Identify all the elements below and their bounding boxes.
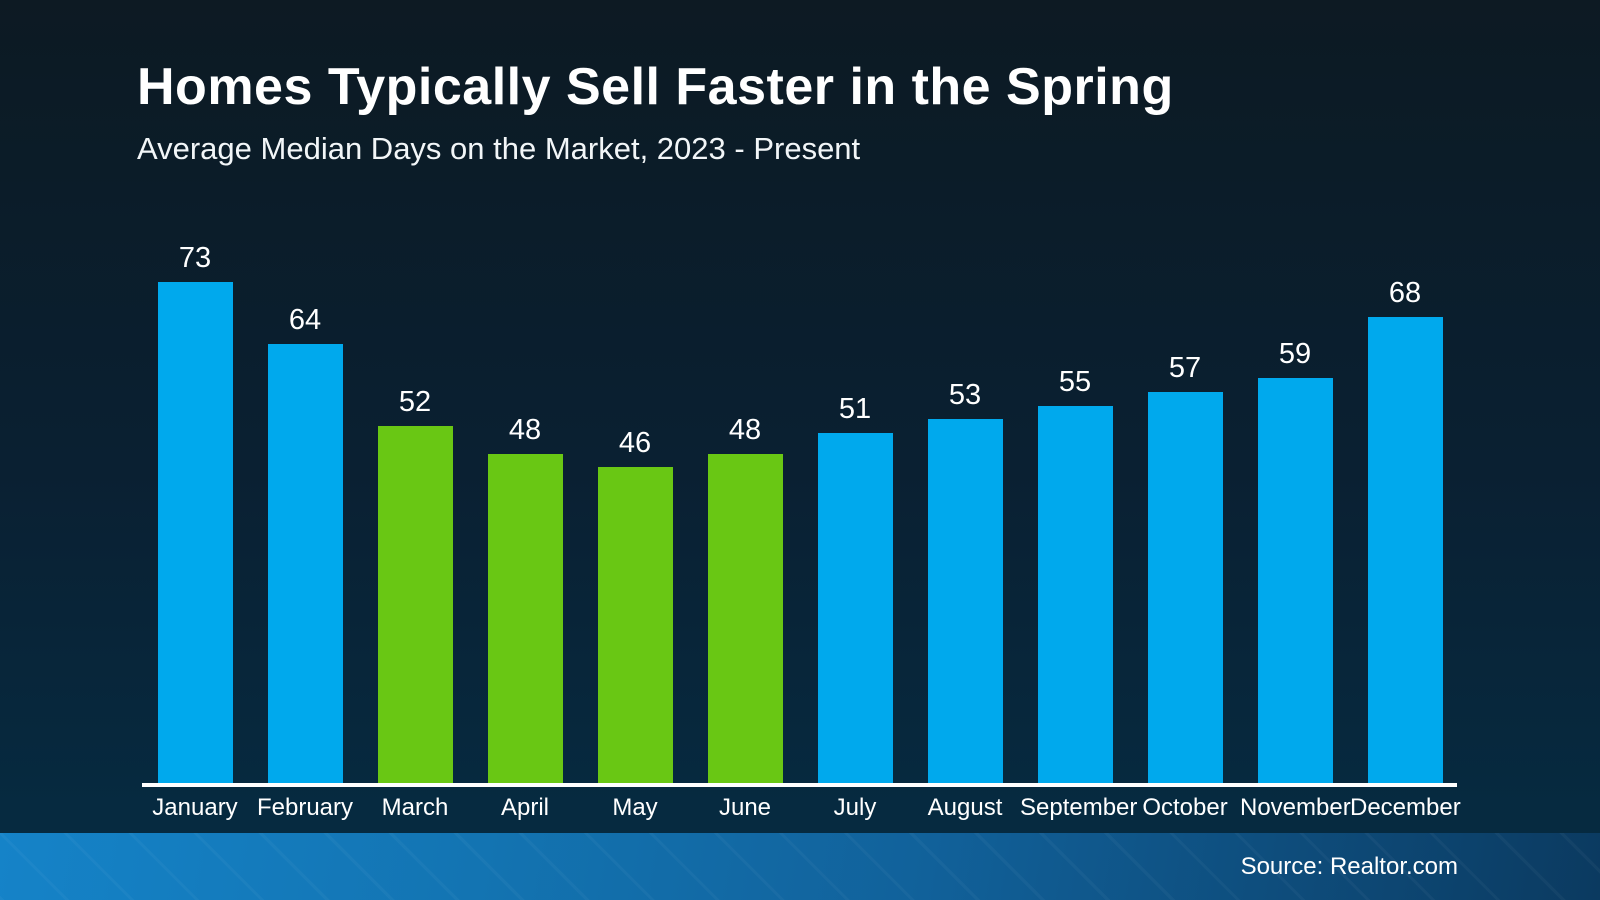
bar-value-label-august: 53 (948, 379, 982, 411)
bar-value-label-july: 51 (838, 393, 872, 425)
bar-chart-plot-area: 73 64 52 48 46 48 51 53 55 57 59 68 (140, 242, 1460, 783)
x-label-september: September (1020, 794, 1138, 821)
bar-column-april: 48 (470, 242, 580, 783)
x-label-november: November (1240, 794, 1351, 821)
bar-value-label-september: 55 (1058, 366, 1092, 398)
bar-value-label-november: 59 (1278, 338, 1312, 370)
bar-april (487, 454, 563, 783)
x-label-january: January (152, 794, 238, 821)
x-axis-labels-row: January February March April May June July Augu… (140, 794, 1460, 822)
bar-march (377, 426, 453, 783)
bar-august (927, 419, 1003, 783)
chart-title: Homes Typically Sell Faster in the Sprin… (137, 58, 1174, 116)
bar-column-february: 64 (250, 242, 360, 783)
bar-value-label-april: 48 (508, 414, 542, 446)
bar-value-label-june: 48 (728, 414, 762, 446)
bar-may (597, 467, 673, 783)
bar-value-label-january: 73 (178, 242, 212, 274)
bar-december (1367, 317, 1443, 783)
x-label-april: April (500, 794, 549, 821)
bar-column-september: 55 (1020, 242, 1130, 783)
bar-september (1037, 406, 1113, 783)
bar-june (707, 454, 783, 783)
x-label-august: August (927, 794, 1003, 821)
bar-column-august: 53 (910, 242, 1020, 783)
x-label-october: October (1142, 794, 1228, 821)
x-label-july: July (833, 794, 877, 821)
x-axis-baseline (142, 783, 1457, 787)
x-label-february: February (256, 794, 354, 821)
bar-column-december: 68 (1350, 242, 1460, 783)
bar-column-october: 57 (1130, 242, 1240, 783)
bar-value-label-december: 68 (1388, 277, 1422, 309)
bar-value-label-may: 46 (618, 427, 652, 459)
bar-october (1147, 392, 1223, 783)
chart-subtitle: Average Median Days on the Market, 2023 … (137, 131, 861, 166)
x-label-june: June (718, 794, 772, 821)
bar-column-may: 46 (580, 242, 690, 783)
bar-column-july: 51 (800, 242, 910, 783)
bar-july (817, 433, 893, 783)
bar-january (157, 282, 233, 783)
footer-strip: Source: Realtor.com (0, 833, 1600, 900)
bar-column-november: 59 (1240, 242, 1350, 783)
bar-value-label-october: 57 (1168, 352, 1202, 384)
bar-november (1257, 378, 1333, 783)
source-attribution: Source: Realtor.com (1240, 852, 1458, 880)
bar-column-january: 73 (140, 242, 250, 783)
x-label-december: December (1350, 794, 1461, 821)
bar-february (267, 344, 343, 783)
bar-value-label-february: 64 (288, 304, 322, 336)
x-label-may: May (612, 794, 658, 821)
bar-value-label-march: 52 (398, 386, 432, 418)
x-label-march: March (381, 794, 449, 821)
bar-column-march: 52 (360, 242, 470, 783)
bar-column-june: 48 (690, 242, 800, 783)
